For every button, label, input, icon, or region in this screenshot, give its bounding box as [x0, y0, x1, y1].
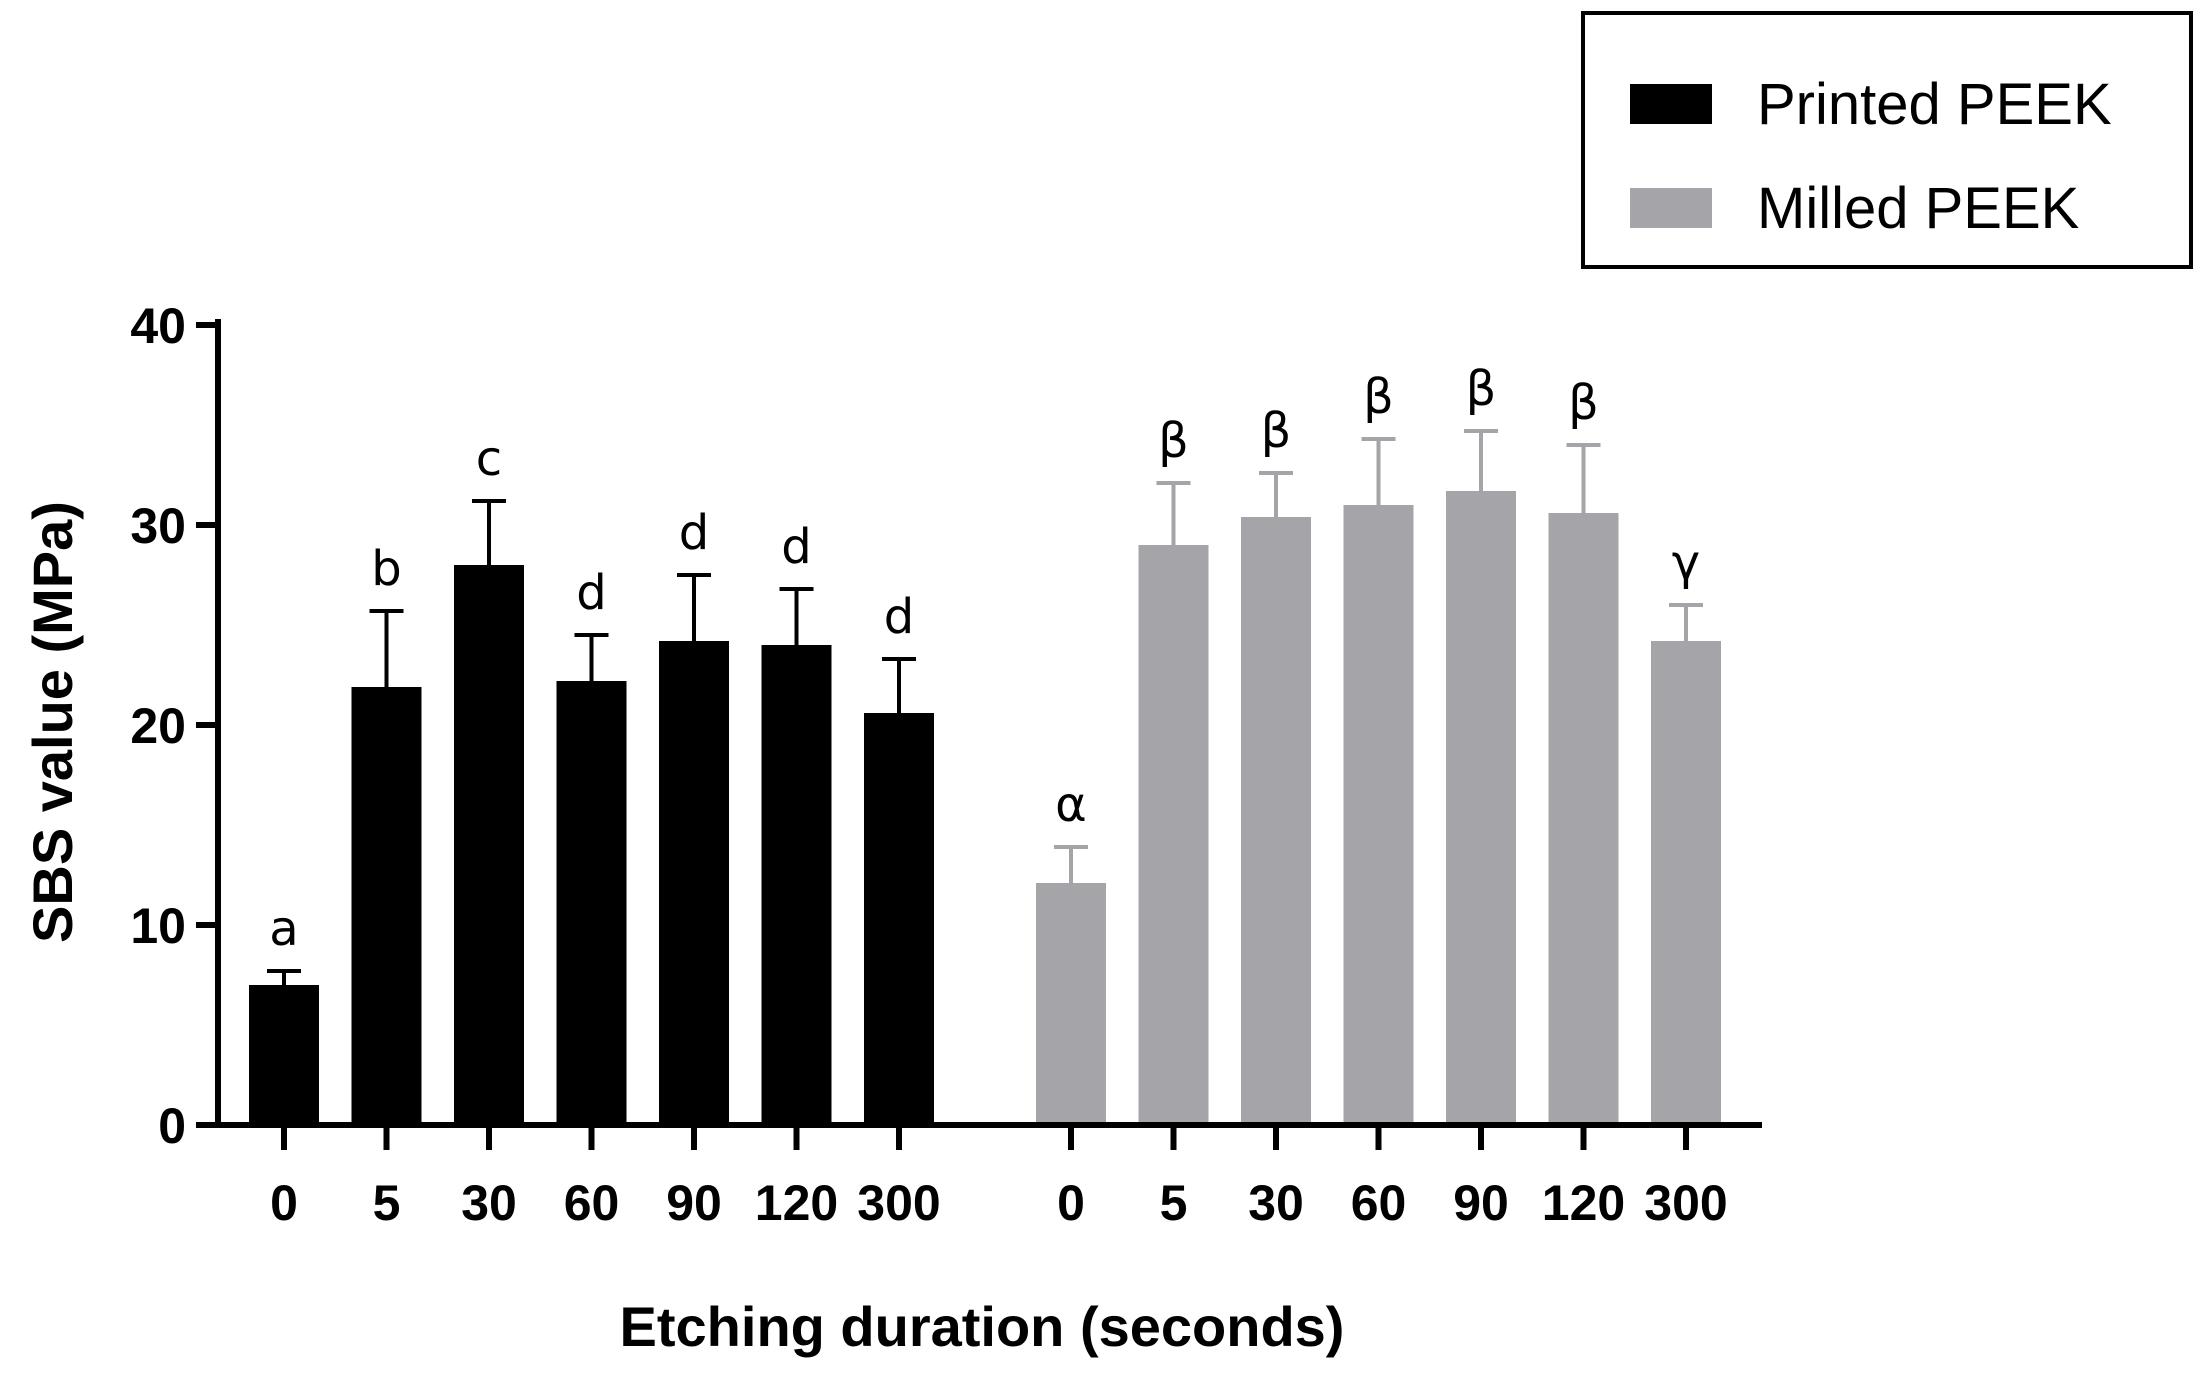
- x-axis-title: Etching duration (seconds): [620, 1295, 1345, 1358]
- bar-milled-peek: [1343, 505, 1414, 1125]
- significance-label: d: [884, 589, 914, 645]
- significance-label: γ: [1672, 535, 1700, 591]
- x-tick-label: 300: [1644, 1175, 1727, 1231]
- legend-label-milled-peek: Milled PEEK: [1757, 176, 2080, 241]
- x-tick-label: 60: [564, 1175, 620, 1231]
- significance-label: b: [371, 541, 401, 597]
- legend-swatch-printed-peek: [1630, 84, 1712, 124]
- significance-label: β: [1466, 361, 1497, 417]
- bar-printed-peek: [351, 687, 422, 1125]
- x-tick-label: 90: [666, 1175, 722, 1231]
- y-tick-label: 10: [130, 898, 186, 954]
- bar-printed-peek: [556, 681, 627, 1125]
- x-tick-label: 0: [270, 1175, 298, 1231]
- y-axis-ticks: 0 10 20 30 40: [130, 298, 218, 1154]
- significance-label: c: [476, 431, 502, 487]
- significance-label: d: [781, 519, 811, 575]
- bar-milled-peek: [1036, 883, 1106, 1125]
- bar-milled-peek: [1241, 517, 1311, 1125]
- x-tick-label: 120: [755, 1175, 838, 1231]
- plot-area: a b c d d d d α β β β β β γ: [249, 361, 1721, 1125]
- x-axis-ticks: 0 5 30 60 90 120 300 0 5 30 60 90 120 300: [270, 1125, 1728, 1231]
- significance-label: β: [1568, 375, 1599, 431]
- y-tick-label: 30: [130, 498, 186, 554]
- bar-printed-peek: [761, 645, 832, 1125]
- x-tick-label: 0: [1057, 1175, 1085, 1231]
- y-tick-label: 0: [158, 1098, 186, 1154]
- y-axis-title: SBS value (MPa): [21, 501, 84, 943]
- bar-milled-peek: [1548, 513, 1619, 1125]
- significance-label: β: [1363, 369, 1394, 425]
- legend: Printed PEEK Milled PEEK: [1581, 11, 2193, 269]
- significance-label: d: [679, 505, 709, 561]
- bar-milled-peek: [1138, 545, 1209, 1125]
- bar-printed-peek: [864, 713, 934, 1125]
- x-tick-label: 120: [1542, 1175, 1625, 1231]
- bar-printed-peek: [454, 565, 524, 1125]
- significance-label: d: [576, 565, 606, 621]
- x-tick-label: 300: [857, 1175, 940, 1231]
- legend-label-printed-peek: Printed PEEK: [1757, 72, 2112, 137]
- bar-printed-peek: [249, 985, 319, 1125]
- x-tick-label: 60: [1351, 1175, 1407, 1231]
- bar-printed-peek: [659, 641, 729, 1125]
- x-tick-label: 30: [1248, 1175, 1304, 1231]
- bar-milled-peek: [1446, 491, 1516, 1125]
- significance-label: β: [1158, 413, 1189, 469]
- significance-label: α: [1055, 777, 1087, 833]
- y-tick-label: 20: [130, 698, 186, 754]
- x-tick-label: 90: [1453, 1175, 1509, 1231]
- significance-label: a: [269, 901, 298, 957]
- x-tick-label: 30: [461, 1175, 517, 1231]
- bar-milled-peek: [1651, 641, 1721, 1125]
- significance-label: β: [1261, 403, 1292, 459]
- legend-swatch-milled-peek: [1630, 188, 1712, 228]
- x-tick-label: 5: [1160, 1175, 1188, 1231]
- y-tick-label: 40: [130, 298, 186, 354]
- axes: [215, 319, 1762, 1128]
- x-tick-label: 5: [373, 1175, 401, 1231]
